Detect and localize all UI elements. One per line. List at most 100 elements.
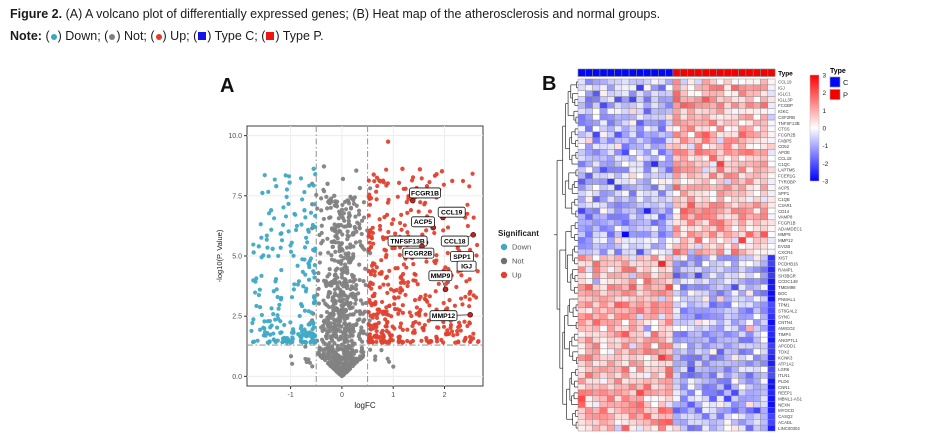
svg-text:TMEM98: TMEM98 — [778, 285, 796, 290]
note-square-type-p-icon — [266, 32, 275, 40]
down-points — [249, 166, 318, 345]
y-axis-title: -log10(P. Value) — [215, 229, 224, 282]
svg-text:LGR6: LGR6 — [778, 367, 790, 372]
svg-text:CCL19: CCL19 — [778, 80, 792, 85]
svg-text:-3: -3 — [823, 179, 829, 186]
svg-text:VAMP8: VAMP8 — [778, 215, 793, 220]
svg-text:CTSS: CTSS — [778, 127, 790, 132]
svg-text:REEP1: REEP1 — [778, 391, 793, 396]
volcano-panel — [246, 125, 484, 387]
gene-label-box-ccl19 — [437, 206, 466, 218]
svg-text:EVI2B: EVI2B — [778, 244, 790, 249]
type-legend-square-c-icon — [829, 76, 841, 88]
note-legend-items: () Down; () Not; () Up; () Type C; () Ty… — [45, 29, 324, 43]
gene-label-box-acp5 — [411, 216, 435, 228]
type-legend-title: Type — [830, 68, 846, 75]
volcano-axes: 0.0 2.5 5.0 7.5 10.0 -1 0 1 2 logFC -log10(P. Valu… — [215, 133, 447, 410]
figure-note: Note: () Down; () Not; () Up; () Type C;… — [10, 29, 324, 43]
svg-text:KCNK3: KCNK3 — [778, 355, 793, 360]
volcano-plot: A 0.0 2.5 5.0 7.5 10.0 -1 0 1 2 logFC -log10(P. Val… — [215, 75, 539, 410]
svg-text:MYOCD: MYOCD — [778, 408, 794, 413]
svg-text:0: 0 — [340, 392, 344, 399]
svg-text:CCDC148: CCDC148 — [778, 279, 798, 284]
svg-text:ATP1A2: ATP1A2 — [778, 361, 794, 366]
svg-text:APCDD1: APCDD1 — [778, 344, 796, 349]
svg-text:CCL18: CCL18 — [778, 156, 792, 161]
gene-point-mmp9 — [442, 286, 449, 293]
svg-text:TNFSF13B: TNFSF13B — [390, 238, 424, 245]
svg-text:ADAMDEC1: ADAMDEC1 — [778, 226, 802, 231]
gene-labels: FCGR1B CCL19 ACP5 TNFSF13B CCL18 FCGR2B SPP1 IG… — [387, 187, 477, 322]
svg-text:PNMAL1: PNMAL1 — [778, 297, 796, 302]
svg-text:C3AR1: C3AR1 — [778, 203, 792, 208]
svg-text:SPP1: SPP1 — [453, 254, 471, 261]
legend-dot-not-icon — [500, 257, 508, 265]
svg-text:FCGR1B: FCGR1B — [411, 190, 439, 197]
svg-text:C1QC: C1QC — [778, 162, 790, 167]
svg-text:CCL18: CCL18 — [444, 238, 466, 245]
svg-text:IGJ: IGJ — [778, 86, 785, 91]
svg-text:ANGPTL1: ANGPTL1 — [778, 338, 798, 343]
svg-text:MMP9: MMP9 — [778, 232, 791, 237]
svg-text:APOE: APOE — [778, 150, 790, 155]
figure-label: Figure 2. — [10, 7, 63, 21]
svg-text:TPM1: TPM1 — [778, 303, 790, 308]
gene-label-box-fcgr2b — [402, 247, 435, 259]
gene-label-box-tnfsf13b — [387, 235, 428, 247]
heatmap-plot: B Type CCL19IGJIGLC1IGLL3PFCGBPIGKCCSF2RBT… — [542, 68, 849, 432]
svg-text:IGKC: IGKC — [778, 109, 789, 114]
panel-b-label: B — [542, 73, 556, 95]
heatmap-row-labels: CCL19IGJIGLC1IGLL3PFCGBPIGKCCSF2RBTNFSF1… — [778, 80, 802, 431]
svg-text:ITLN1: ITLN1 — [778, 373, 790, 378]
note-square-type-c-icon — [198, 32, 207, 40]
gene-point-fcgr1b — [409, 197, 416, 204]
svg-text:FCGBP: FCGBP — [778, 103, 793, 108]
svg-text:BOC: BOC — [778, 291, 787, 296]
gene-label-box-ccl18 — [440, 235, 469, 247]
legend-dot-down-icon — [500, 243, 508, 251]
svg-text:1: 1 — [391, 392, 395, 399]
svg-text:-2: -2 — [823, 161, 829, 168]
gene-label-box-fcgr1b — [409, 187, 441, 199]
annotation-title: Type — [778, 71, 793, 78]
svg-text:CD14: CD14 — [778, 209, 790, 214]
svg-text:SPP1: SPP1 — [778, 191, 790, 196]
svg-text:SH3BGR: SH3BGR — [778, 273, 796, 278]
svg-text:TIMP4: TIMP4 — [778, 332, 791, 337]
svg-text:FCER1G: FCER1G — [778, 174, 796, 179]
svg-text:ACADL: ACADL — [778, 420, 793, 425]
svg-text:MMP12: MMP12 — [432, 313, 456, 320]
svg-text:C: C — [843, 78, 849, 87]
svg-text:2: 2 — [443, 392, 447, 399]
svg-text:IGLC1: IGLC1 — [778, 91, 791, 96]
type-legend-square-p-icon — [829, 89, 841, 100]
svg-text:LAPTM5: LAPTM5 — [778, 168, 795, 173]
svg-text:CD52: CD52 — [778, 144, 790, 149]
svg-text:FCGR1B: FCGR1B — [778, 221, 796, 226]
svg-text:3: 3 — [823, 73, 827, 80]
svg-text:TNFSF13B: TNFSF13B — [778, 121, 800, 126]
svg-text:-1: -1 — [823, 143, 829, 150]
svg-text:RAMP1: RAMP1 — [778, 267, 793, 272]
svg-text:MBNL1-AS1: MBNL1-AS1 — [778, 397, 802, 402]
svg-text:Down: Down — [512, 243, 531, 252]
svg-text:Up: Up — [512, 271, 522, 280]
svg-text:P: P — [843, 91, 848, 100]
gene-label-box-mmp9 — [428, 270, 453, 282]
svg-text:-1: -1 — [287, 392, 293, 399]
svg-text:MMP12: MMP12 — [778, 238, 793, 243]
row-dendrogram — [554, 81, 578, 429]
gene-label-box-mmp12 — [429, 310, 458, 322]
svg-text:PCDHB16: PCDHB16 — [778, 262, 798, 267]
svg-text:CCL19: CCL19 — [441, 210, 463, 217]
svg-text:XIST: XIST — [778, 256, 788, 261]
svg-text:FABP5: FABP5 — [778, 138, 792, 143]
svg-text:TYROBP: TYROBP — [778, 179, 796, 184]
svg-text:10.0: 10.0 — [228, 133, 242, 140]
heatmap-cells — [577, 78, 776, 432]
note-dot-not-icon — [109, 34, 116, 40]
column-annotation-bar: Type — [577, 68, 793, 78]
svg-text:IGJ: IGJ — [461, 264, 472, 271]
svg-text:FCGR2B: FCGR2B — [404, 251, 432, 258]
figure-caption: Figure 2. (A) A volcano plot of differen… — [10, 7, 660, 21]
